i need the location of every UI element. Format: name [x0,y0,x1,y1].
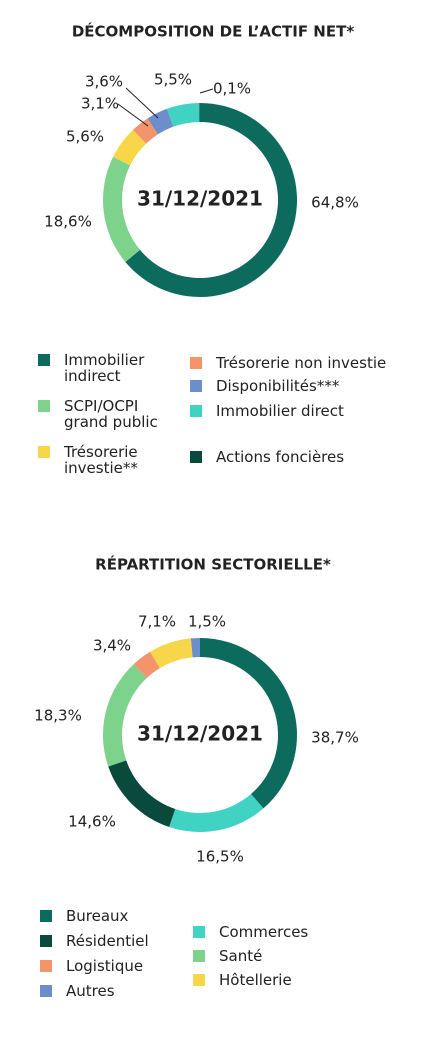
legend-item: Santé [193,948,393,964]
value-label: 38,7% [311,729,359,747]
legend-swatch [38,354,50,366]
legend-item: Autres [40,983,180,999]
legend-label: Bureaux [66,907,129,925]
legend-swatch [193,950,205,962]
slice [147,108,174,135]
legend-item: Disponibilités*** [190,378,390,394]
value-label: 3,1% [81,95,119,113]
legend-swatch [190,405,202,417]
leader-line [199,88,214,94]
slice [108,760,176,827]
legend-item: Commerces [193,924,393,940]
value-label: 18,6% [44,213,92,231]
value-label: 0,1% [213,80,251,98]
slice [200,638,297,809]
legend-label: Immobilier indirect [64,351,145,385]
legend-swatch [193,926,205,938]
value-label: 16,5% [196,848,244,866]
value-label: 5,5% [154,71,192,89]
value-label: 3,4% [93,637,131,655]
legend-item: Immobilier indirect [38,352,168,384]
legend-swatch [190,451,202,463]
legend-label: Disponibilités*** [216,377,340,395]
legend-swatch [40,960,52,972]
legend-swatch [40,935,52,947]
value-label: 5,6% [66,128,104,146]
legend-swatch [40,910,52,922]
legend-swatch [193,974,205,986]
legend-item: Trésorerie non investie [190,355,390,371]
slice [113,129,147,166]
slice [150,638,193,669]
center-label: 31/12/2021 [137,187,263,211]
value-label: 64,8% [311,194,359,212]
legend-swatch [190,357,202,369]
legend-item: Hôtellerie [193,972,393,988]
slice [169,794,264,832]
legend-label: Résidentiel [66,932,149,950]
legend-label: Hôtellerie [219,971,292,989]
chart-title: DÉCOMPOSITION DE L’ACTIF NET* [72,22,355,41]
slice [190,638,200,658]
legend-label: Trésorerie investie** [64,443,138,477]
legend-swatch [190,380,202,392]
value-label: 7,1% [138,613,176,631]
slice [125,103,297,297]
legend-label: Immobilier direct [216,402,344,420]
legend-item: Immobilier direct [190,403,390,419]
legend-item: Actions foncières [190,449,390,465]
legend-label: Santé [219,947,263,965]
legend-label: Autres [66,982,115,1000]
legend-swatch [40,985,52,997]
leader-line [125,87,159,119]
legend-item: Logistique [40,958,180,974]
legend-item: Trésorerie investie** [38,444,168,476]
legend-label: Logistique [66,957,144,975]
legend-label: Actions foncières [216,448,345,466]
slice [199,103,200,123]
legend-swatch [38,446,50,458]
legend-label: SCPI/OCPI grand public [64,397,158,431]
slice [166,103,200,127]
value-label: 3,6% [85,73,123,91]
slice [103,664,147,767]
center-label: 31/12/2021 [137,722,263,746]
chart-title: RÉPARTITION SECTORIELLE* [95,555,331,574]
value-label: 18,3% [34,707,82,725]
legend-item: Bureaux [40,908,180,924]
slice [132,118,158,144]
legend-item: SCPI/OCPI grand public [38,398,168,430]
slice [133,651,160,679]
legend-swatch [38,400,50,412]
value-label: 14,6% [68,813,116,831]
legend-label: Commerces [219,923,309,941]
leader-line [117,103,149,127]
value-label: 1,5% [188,613,226,631]
legend-item: Résidentiel [40,933,180,949]
slice [103,156,140,262]
legend-label: Trésorerie non investie [216,354,387,372]
